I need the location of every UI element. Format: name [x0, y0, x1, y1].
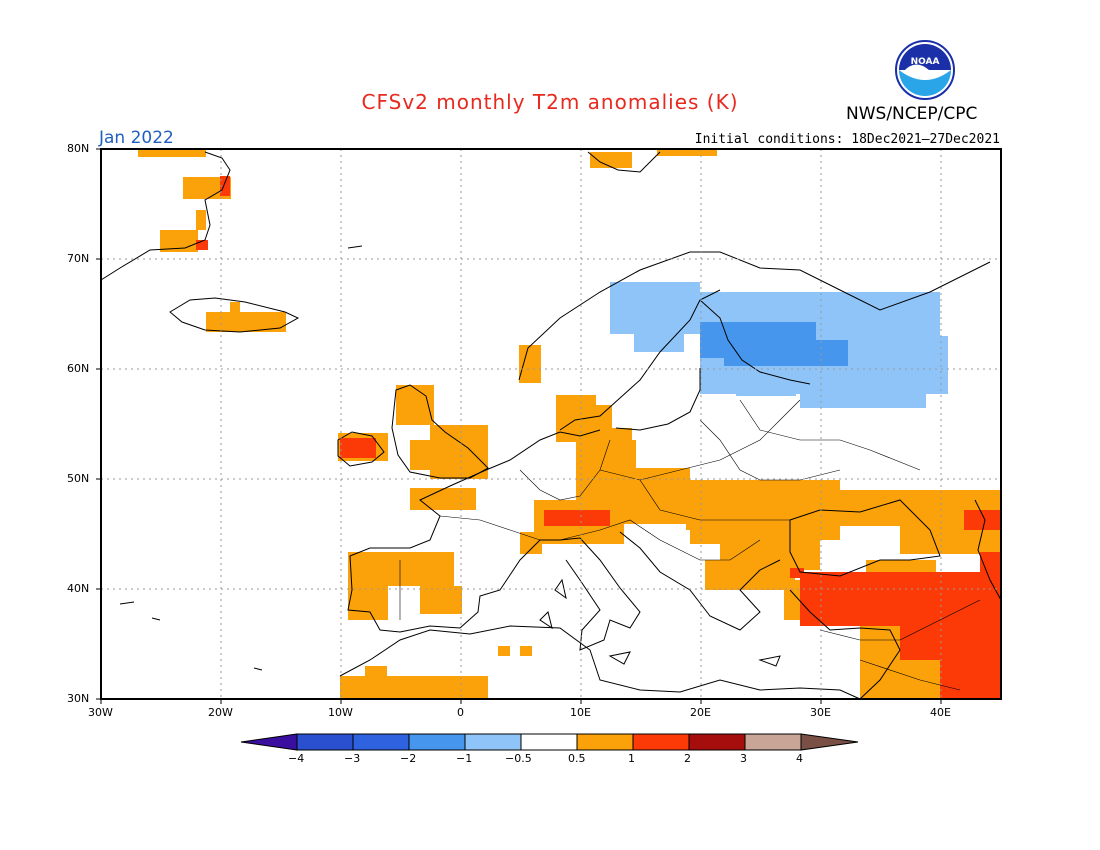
lat-label: 50N — [67, 472, 90, 485]
lat-label: 60N — [67, 362, 90, 375]
lon-label: 30E — [810, 706, 831, 719]
initial-conditions: Initial conditions: 18Dec2021–27Dec2021 — [694, 132, 1000, 147]
legend-label: 1 — [628, 752, 635, 765]
noaa-logo-text: NOAA — [911, 57, 940, 67]
lat-label: 70N — [67, 252, 90, 265]
forecast-month: Jan 2022 — [99, 128, 174, 148]
legend-label: −2 — [400, 752, 417, 765]
coastlines — [100, 151, 1002, 700]
lat-label: 30N — [67, 692, 90, 705]
legend-label: 3 — [740, 752, 747, 765]
agency-label: NWS/NCEP/CPC — [846, 104, 978, 124]
map-title: CFSv2 monthly T2m anomalies (K) — [361, 90, 739, 114]
ticks — [96, 148, 942, 704]
lat-label: 80N — [67, 142, 90, 155]
legend-label: −0.5 — [505, 752, 532, 765]
lon-label: 10W — [328, 706, 353, 719]
legend-label: −4 — [288, 752, 305, 765]
legend-label: −3 — [344, 752, 361, 765]
lon-label: 10E — [570, 706, 591, 719]
gridlines — [101, 149, 1001, 699]
legend-label: 4 — [796, 752, 803, 765]
lon-label: 30W — [88, 706, 113, 719]
lon-label: 20E — [690, 706, 711, 719]
anomaly-fields — [138, 149, 1001, 699]
map-frame — [100, 148, 1002, 700]
legend-label: 2 — [684, 752, 691, 765]
lon-label: 20W — [208, 706, 233, 719]
lon-label: 0 — [457, 706, 464, 719]
noaa-logo: NOAA — [895, 40, 955, 100]
lon-label: 40E — [930, 706, 951, 719]
legend-label: 0.5 — [568, 752, 586, 765]
country-borders — [399, 399, 981, 691]
legend-label: −1 — [456, 752, 473, 765]
lat-label: 40N — [67, 582, 90, 595]
